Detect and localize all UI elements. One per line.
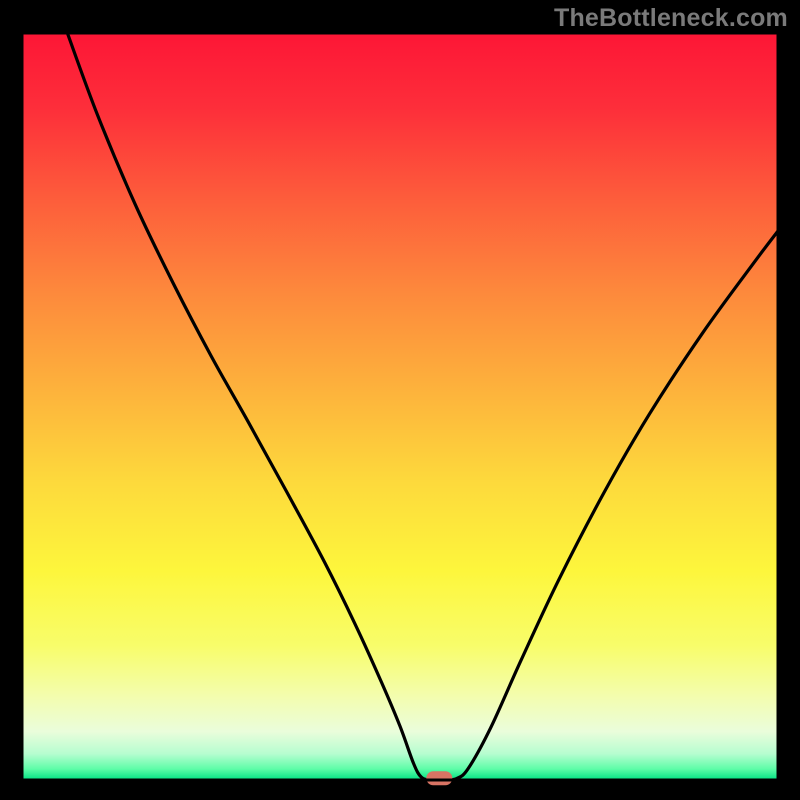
watermark-label: TheBottleneck.com bbox=[554, 4, 788, 33]
optimal-marker bbox=[426, 771, 452, 785]
chart-container: TheBottleneck.com bbox=[0, 0, 800, 800]
plot-background bbox=[22, 33, 778, 780]
bottleneck-chart bbox=[0, 0, 800, 800]
